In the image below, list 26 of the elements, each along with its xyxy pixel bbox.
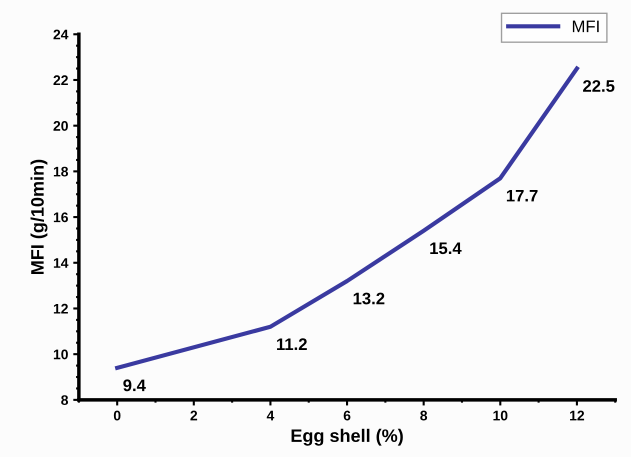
data-label: 17.7 xyxy=(506,190,538,202)
y-tick-label: 10 xyxy=(54,350,68,360)
y-tick-label: 8 xyxy=(61,395,68,406)
x-tick-label: 10 xyxy=(493,410,508,420)
data-label: 9.4 xyxy=(123,379,146,392)
x-tick-label: 12 xyxy=(570,410,584,420)
x-tick-label: 2 xyxy=(190,410,198,420)
x-tick-label: 0 xyxy=(114,410,120,420)
data-label: 13.2 xyxy=(354,292,384,304)
y-tick-label: 18 xyxy=(54,166,68,177)
x-tick-label: 8 xyxy=(420,410,428,420)
y-tick-label: 14 xyxy=(54,258,68,268)
data-label: 11.2 xyxy=(277,338,307,350)
y-tick-label: 12 xyxy=(54,304,68,314)
x-axis-title: Egg shell (%) xyxy=(292,428,403,446)
legend-label: MFI xyxy=(572,20,599,32)
line-series xyxy=(115,66,579,370)
data-label: 22.5 xyxy=(583,80,614,92)
x-tick-label: 6 xyxy=(344,410,350,420)
y-axis-title: MFI (g/10min) xyxy=(30,160,48,274)
y-tick-label: 24 xyxy=(53,30,68,40)
y-tick-label: 22 xyxy=(53,75,68,86)
y-tick-label: 16 xyxy=(54,212,68,222)
data-label: 15.4 xyxy=(430,242,462,254)
y-tick-label: 20 xyxy=(53,121,68,131)
x-tick-label: 4 xyxy=(266,410,274,420)
